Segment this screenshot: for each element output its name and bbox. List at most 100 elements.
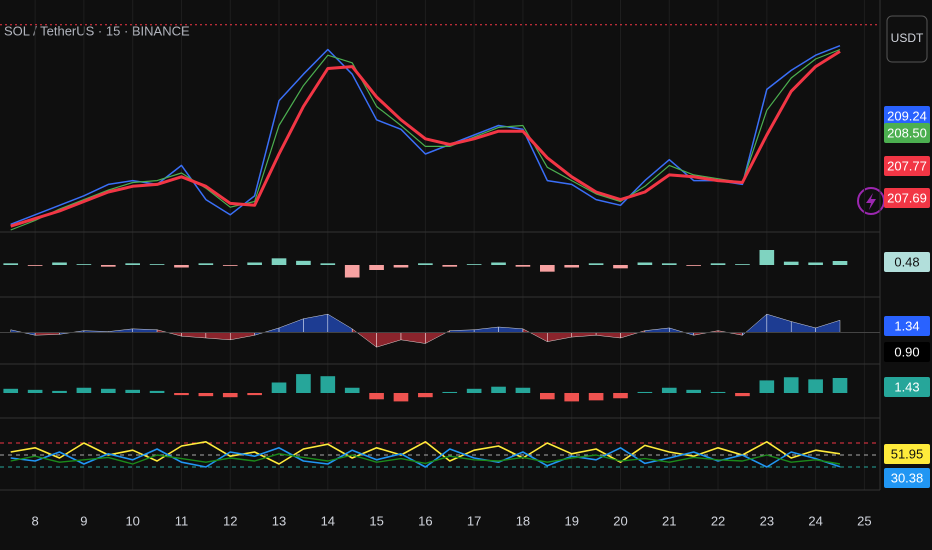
histogram-bar	[52, 262, 67, 265]
histogram-bar	[661, 387, 677, 393]
price-tag-label: 1.34	[894, 318, 919, 333]
histogram-bar	[27, 389, 43, 393]
x-tick-label: 8	[32, 513, 39, 528]
x-tick-label: 21	[662, 513, 676, 528]
histogram-bar	[491, 386, 506, 393]
histogram-bar	[149, 264, 165, 265]
x-tick-label: 17	[467, 513, 481, 528]
histogram-bar	[783, 377, 799, 393]
plot-layer: 8 9 10 11 12 13 14 15 16 17 18 19 20 21 22 23 24 25 209.24…	[0, 0, 930, 528]
histogram-bar	[418, 393, 433, 398]
histogram-bar	[222, 265, 238, 266]
histogram-bar	[344, 387, 360, 393]
price-tag-label: 0.48	[894, 254, 919, 269]
histogram-bar	[418, 263, 433, 265]
histogram-bar	[540, 265, 555, 272]
currency-button[interactable]	[886, 15, 928, 63]
histogram-bar	[222, 393, 238, 398]
series-line	[10, 447, 841, 468]
histogram-bar	[3, 263, 19, 265]
price-tag	[884, 252, 930, 272]
histogram-bar	[296, 260, 311, 265]
histogram-bar	[296, 374, 311, 393]
histogram-bar	[588, 393, 604, 401]
price-tag-label: 1.43	[894, 379, 919, 394]
price-tag-label: 207.69	[887, 190, 927, 205]
histogram-bar	[759, 380, 775, 393]
histogram-bar	[320, 376, 336, 393]
histogram-bar	[344, 265, 360, 278]
price-tag	[884, 106, 930, 126]
price-tag-label: 0.90	[894, 344, 919, 359]
histogram-bar	[247, 262, 262, 265]
price-tag	[884, 123, 930, 143]
histogram-bar	[198, 263, 214, 265]
histogram-bar	[27, 265, 43, 266]
alert-bolt	[866, 193, 876, 210]
price-tag	[884, 444, 930, 464]
histogram-bar	[466, 264, 482, 265]
histogram-bar	[149, 390, 165, 393]
histogram-bar	[76, 387, 92, 393]
histogram-bar	[637, 391, 653, 393]
price-tag	[884, 342, 930, 362]
x-tick-label: 19	[564, 513, 578, 528]
histogram-bar	[174, 265, 189, 268]
histogram-bar	[783, 261, 799, 265]
histogram-bar	[3, 388, 19, 393]
x-tick-label: 11	[175, 513, 189, 528]
histogram-bar	[369, 393, 384, 400]
price-tag-label: 51.95	[891, 446, 924, 461]
histogram-bar	[491, 262, 506, 265]
x-tick-label: 13	[272, 513, 286, 528]
histogram-bar	[442, 265, 458, 267]
x-tick-label: 16	[418, 513, 432, 528]
x-tick-label: 10	[125, 513, 139, 528]
histogram-bar	[100, 265, 116, 267]
histogram-bar	[759, 250, 775, 265]
histogram-bar	[540, 393, 555, 400]
histogram-bar	[247, 393, 262, 396]
x-tick-label: 12	[223, 513, 237, 528]
histogram-bar	[588, 263, 604, 265]
series-line	[10, 50, 841, 228]
price-tag	[884, 188, 930, 208]
x-tick-label: 14	[321, 513, 335, 528]
histogram-bar	[125, 263, 140, 265]
histogram-bar	[125, 389, 140, 393]
x-tick-label: 24	[808, 513, 822, 528]
currency-label: USDT	[891, 31, 924, 45]
x-tick-label: 22	[711, 513, 725, 528]
histogram-bar	[393, 393, 409, 402]
symbol-title: SOL / TetherUS · 15 · BINANCE	[4, 23, 190, 38]
x-tick-label: 9	[80, 513, 87, 528]
histogram-bar	[320, 263, 336, 265]
histogram-bar	[808, 379, 823, 393]
histogram-bar	[466, 388, 482, 393]
histogram-bar	[393, 265, 409, 268]
histogram-bar	[832, 261, 848, 265]
price-tag-label: 209.24	[887, 108, 927, 123]
histogram-bar	[369, 265, 384, 270]
histogram-bar	[76, 264, 92, 265]
histogram-bar	[515, 387, 531, 393]
histogram-bar	[52, 390, 67, 393]
histogram-bar	[710, 263, 726, 265]
histogram-bar	[100, 388, 116, 393]
series-line	[10, 453, 841, 465]
price-tag-label: 207.77	[887, 158, 927, 173]
histogram-bar	[271, 382, 287, 393]
x-tick-label: 18	[516, 513, 530, 528]
price-tag	[884, 468, 930, 488]
x-tick-label: 25	[857, 513, 871, 528]
histogram-bar	[271, 258, 287, 265]
histogram-bar	[832, 377, 848, 393]
histogram-bar	[198, 393, 214, 397]
price-tag	[884, 156, 930, 176]
histogram-bar	[808, 262, 823, 265]
x-tick-label: 23	[760, 513, 774, 528]
x-tick-label: 20	[613, 513, 627, 528]
histogram-bar	[174, 393, 189, 396]
